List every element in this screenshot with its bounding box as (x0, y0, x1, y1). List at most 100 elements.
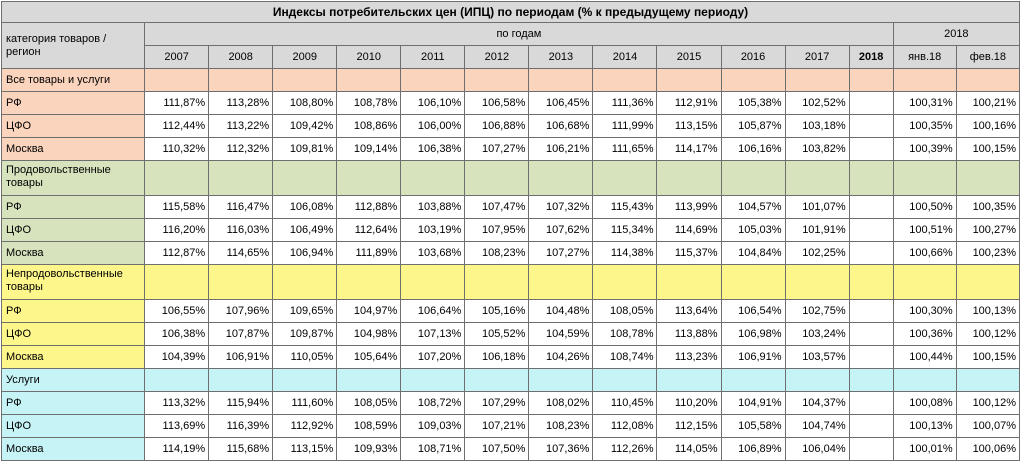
group-fill-cell (336, 68, 402, 92)
year-value-cell: 116,39% (208, 414, 274, 438)
group-food-row: Продовольственные товары (0, 160, 1021, 196)
group-services-row: Услуги (0, 368, 1021, 392)
group-fill-cell (955, 160, 1021, 196)
year-header: 2015 (656, 45, 722, 69)
year-value-cell: 115,37% (656, 241, 722, 265)
month-value-cell: 100,39% (892, 137, 957, 161)
month-value-cell: 100,15% (955, 137, 1021, 161)
year-header: 2013 (528, 45, 594, 69)
year-value-cell: 104,26% (528, 345, 594, 369)
region-label: ЦФО (0, 414, 146, 438)
month-header: фев.18 (955, 45, 1021, 69)
year-value-cell: 104,37% (784, 391, 850, 415)
table-row: ЦФО 112,44% 113,22% 109,42% 108,86% 106,00% 10… (0, 114, 1021, 138)
month-value-cell: 100,16% (955, 114, 1021, 138)
group-fill-cell (892, 160, 957, 196)
year-value-cell: 106,21% (528, 137, 594, 161)
group-fill-cell (464, 160, 530, 196)
year-value-cell: 104,57% (720, 195, 786, 219)
group-fill-cell (784, 68, 850, 92)
table-title: Индексы потребительских цен (ИПЦ) по пер… (1, 1, 1020, 23)
group-fill-cell (656, 160, 722, 196)
group-fill-cell (592, 264, 658, 300)
group-label: Продовольственные товары (0, 160, 146, 196)
group-fill-cell (720, 264, 786, 300)
year-value-cell: 112,92% (272, 414, 338, 438)
months-group-header: 2018 (892, 22, 1021, 46)
year-value-cell: 107,13% (400, 322, 466, 346)
month-value-cell: 100,15% (955, 345, 1021, 369)
year-header: 2008 (208, 45, 274, 69)
year-value-cell: 111,36% (592, 91, 658, 115)
group-all-goods-row: Все товары и услуги (0, 68, 1021, 92)
group-fill-cell (336, 264, 402, 300)
year-value-cell (848, 195, 894, 219)
group-fill-cell (892, 68, 957, 92)
year-value-cell: 108,86% (336, 114, 402, 138)
year-value-cell: 108,71% (400, 437, 466, 461)
year-value-cell: 106,38% (144, 322, 210, 346)
group-label: Все товары и услуги (0, 68, 146, 92)
table-row: Москва 110,32% 112,32% 109,81% 109,14% 106,38… (0, 137, 1021, 161)
year-value-cell: 112,44% (144, 114, 210, 138)
year-value-cell: 107,21% (464, 414, 530, 438)
year-value-cell: 106,08% (272, 195, 338, 219)
year-value-cell: 112,64% (336, 218, 402, 242)
group-fill-cell (656, 368, 722, 392)
year-value-cell: 104,39% (144, 345, 210, 369)
region-label: Москва (0, 137, 146, 161)
month-header: янв.18 (892, 45, 957, 69)
year-value-cell: 101,91% (784, 218, 850, 242)
year-value-cell: 111,65% (592, 137, 658, 161)
year-value-cell: 109,81% (272, 137, 338, 161)
year-value-cell: 112,32% (208, 137, 274, 161)
year-value-cell: 113,69% (144, 414, 210, 438)
year-value-cell: 110,32% (144, 137, 210, 161)
group-fill-cell (720, 160, 786, 196)
group-fill-cell (592, 160, 658, 196)
month-value-cell: 100,01% (892, 437, 957, 461)
year-value-cell: 109,65% (272, 299, 338, 323)
year-value-cell (848, 437, 894, 461)
year-value-cell: 112,26% (592, 437, 658, 461)
month-value-cell: 100,12% (955, 322, 1021, 346)
month-value-cell: 100,07% (955, 414, 1021, 438)
group-fill-cell (784, 368, 850, 392)
year-value-cell: 104,59% (528, 322, 594, 346)
year-value-cell: 104,84% (720, 241, 786, 265)
month-value-cell: 100,08% (892, 391, 957, 415)
year-value-cell: 113,15% (656, 114, 722, 138)
year-value-cell: 107,62% (528, 218, 594, 242)
group-fill-cell (144, 68, 210, 92)
year-value-cell: 113,28% (208, 91, 274, 115)
group-fill-cell (400, 160, 466, 196)
month-value-cell: 100,27% (955, 218, 1021, 242)
year-value-cell: 107,20% (400, 345, 466, 369)
table-row: Москва 114,19% 115,68% 113,15% 109,93% 108,71… (0, 437, 1021, 461)
group-fill-cell (955, 368, 1021, 392)
group-fill-cell (528, 68, 594, 92)
region-label: ЦФО (0, 218, 146, 242)
group-fill-cell (528, 368, 594, 392)
year-value-cell: 102,25% (784, 241, 850, 265)
region-label: РФ (0, 391, 146, 415)
year-value-cell: 115,94% (208, 391, 274, 415)
year-value-cell: 107,27% (528, 241, 594, 265)
group-fill-cell (272, 368, 338, 392)
table-row: ЦФО 113,69% 116,39% 112,92% 108,59% 109,03% 10… (0, 414, 1021, 438)
year-value-cell: 110,05% (272, 345, 338, 369)
group-fill-cell (272, 68, 338, 92)
year-value-cell (848, 345, 894, 369)
year-value-cell (848, 91, 894, 115)
group-fill-cell (400, 264, 466, 300)
month-value-cell: 100,31% (892, 91, 957, 115)
month-value-cell: 100,66% (892, 241, 957, 265)
year-value-cell: 113,15% (272, 437, 338, 461)
year-value-cell (848, 114, 894, 138)
year-value-cell: 107,96% (208, 299, 274, 323)
year-value-cell: 111,60% (272, 391, 338, 415)
year-value-cell: 103,82% (784, 137, 850, 161)
group-fill-cell (784, 160, 850, 196)
group-fill-cell (892, 264, 957, 300)
year-header: 2011 (400, 45, 466, 69)
